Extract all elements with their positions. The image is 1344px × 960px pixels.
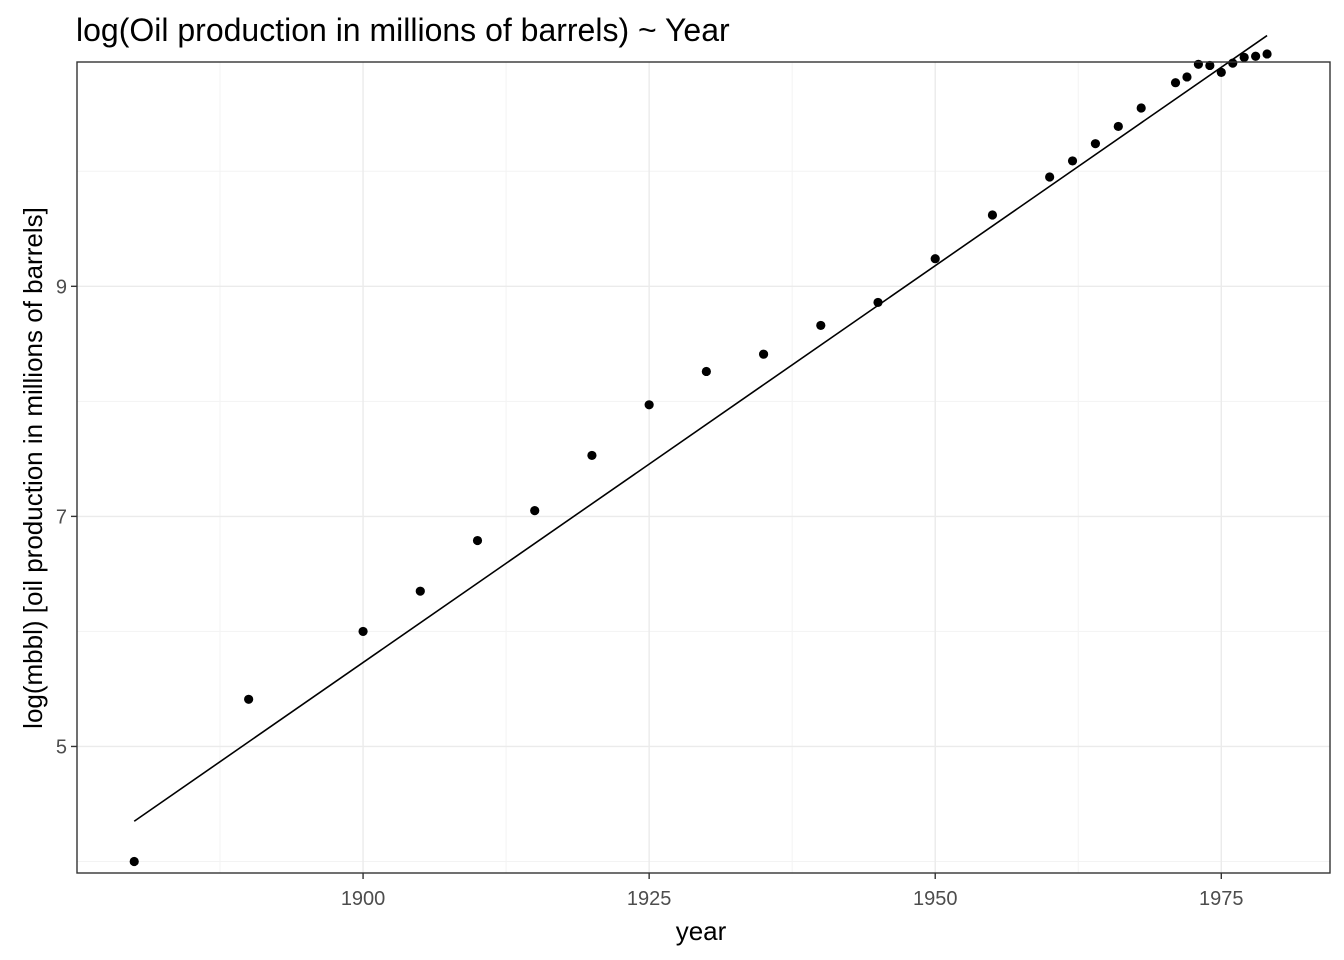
- data-point: [1228, 58, 1238, 68]
- data-point: [129, 856, 139, 867]
- y-axis: 5 7 9: [56, 276, 77, 758]
- data-point: [987, 210, 998, 220]
- data-point: [1251, 51, 1261, 61]
- data-point: [930, 254, 940, 264]
- data-point: [358, 626, 368, 637]
- grid: [77, 62, 1330, 873]
- data-point: [1205, 60, 1215, 71]
- data-point: [758, 349, 769, 359]
- data-point: [244, 694, 254, 704]
- data-point: [1239, 52, 1249, 62]
- data-point: [1045, 172, 1055, 182]
- data-point: [873, 297, 883, 308]
- data-point: [530, 506, 540, 516]
- fit-line: [133, 34, 1268, 822]
- data-point: [1090, 139, 1101, 149]
- chart-title: log(Oil production in millions of barrel…: [76, 12, 730, 48]
- data-point: [1113, 121, 1123, 132]
- x-tick-label: 1900: [341, 888, 386, 910]
- data-point: [701, 366, 711, 377]
- data-point: [1193, 59, 1204, 69]
- data-point: [1136, 103, 1146, 113]
- data-point: [1262, 49, 1272, 59]
- data-point: [816, 320, 826, 331]
- y-tick-label: 9: [56, 276, 67, 298]
- x-axis: 1900 1925 1950 1975: [341, 873, 1244, 910]
- y-tick-label: 5: [56, 736, 67, 758]
- data-point: [1182, 72, 1192, 82]
- data-point: [644, 400, 654, 410]
- data-point: [472, 535, 483, 546]
- data-point: [1067, 156, 1078, 166]
- x-axis-title: year: [676, 916, 727, 946]
- data-point: [587, 450, 597, 461]
- plot-panel: [76, 61, 1331, 874]
- data-point: [1170, 78, 1181, 88]
- x-tick-label: 1925: [627, 888, 672, 910]
- y-tick-label: 7: [56, 506, 67, 528]
- data-point: [415, 586, 425, 596]
- y-axis-title: log(mbbl) [oil production in millions of…: [18, 207, 48, 729]
- x-tick-label: 1950: [913, 888, 958, 910]
- x-tick-label: 1975: [1199, 888, 1244, 910]
- data-point: [1216, 67, 1226, 77]
- data-points: [129, 49, 1272, 867]
